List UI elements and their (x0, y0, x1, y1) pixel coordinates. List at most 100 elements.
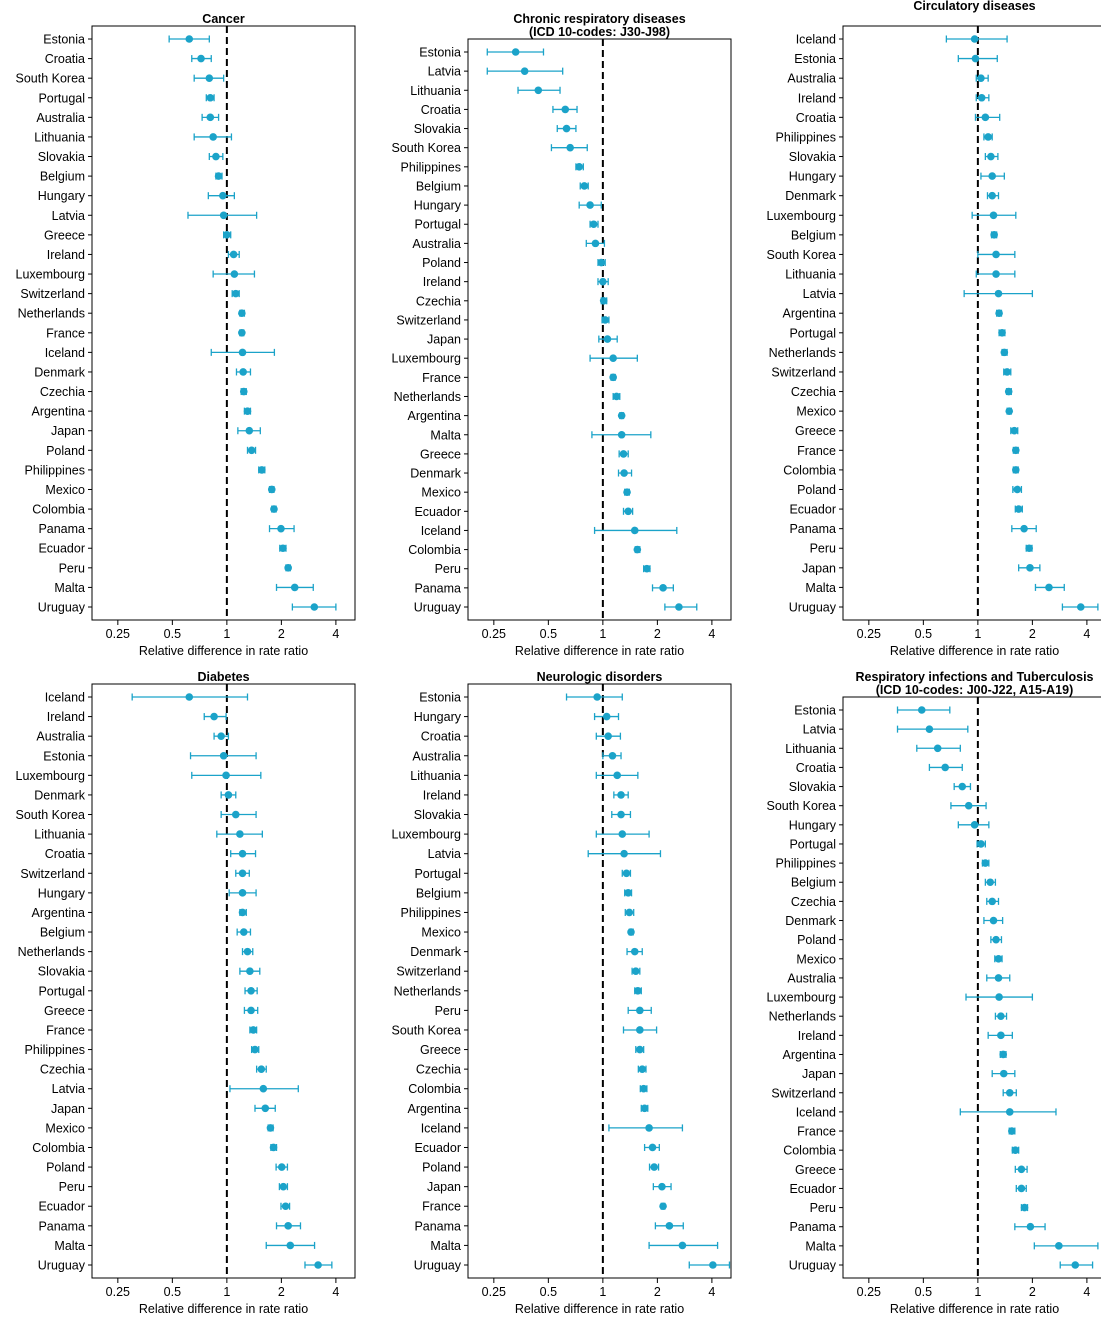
y-tick-label: Lithuania (34, 828, 85, 842)
data-point (230, 270, 239, 278)
data-point (251, 1045, 259, 1054)
y-tick-label: Denmark (410, 945, 461, 959)
data-point (977, 74, 985, 82)
y-tick-label: Czechia (416, 294, 461, 308)
data-point (997, 1031, 1005, 1040)
y-tick-label: Poland (422, 1161, 461, 1175)
data-point (971, 54, 980, 63)
data-point (970, 821, 979, 829)
y-tick-label: Belgium (791, 876, 836, 890)
data-point (259, 1084, 268, 1093)
data-point (941, 763, 949, 772)
y-tick-label: Australia (36, 111, 85, 125)
data-point (1020, 1203, 1029, 1212)
data-point (261, 1104, 270, 1113)
data-point (279, 544, 287, 553)
y-tick-label: Hungary (789, 170, 837, 184)
data-point (1017, 1165, 1026, 1174)
y-tick-label: France (422, 1200, 461, 1214)
data-point (620, 469, 628, 477)
data-point (284, 1222, 292, 1230)
x-tick-label: 0.5 (164, 1285, 181, 1299)
data-point (1005, 407, 1014, 415)
y-tick-label: Portugal (38, 984, 85, 998)
y-tick-label: Croatia (45, 847, 85, 861)
data-point (223, 231, 231, 239)
y-tick-label: Malta (54, 581, 85, 595)
y-tick-label: Portugal (789, 326, 836, 340)
data-point (593, 693, 601, 701)
y-tick-label: South Korea (16, 72, 86, 86)
y-tick-label: Ireland (798, 91, 836, 105)
data-point (981, 859, 990, 867)
y-tick-label: Estonia (794, 704, 836, 718)
data-point (636, 1006, 644, 1015)
data-point (643, 564, 651, 573)
y-tick-label: Slovakia (789, 780, 836, 794)
panel-title: Chronic respiratory diseases (513, 12, 685, 26)
data-point (267, 485, 276, 494)
y-tick-label: Japan (51, 424, 85, 438)
y-tick-label: Portugal (38, 91, 85, 105)
y-tick-label: Ecuador (414, 1141, 461, 1155)
data-point (990, 231, 998, 239)
y-tick-label: Australia (412, 237, 461, 251)
y-tick-label: Czechia (416, 1063, 461, 1077)
data-point (999, 1050, 1007, 1059)
y-tick-label: Estonia (43, 749, 85, 763)
y-tick-label: Poland (797, 933, 836, 947)
y-tick-label: Australia (36, 730, 85, 744)
data-point (205, 74, 214, 82)
y-tick-label: Belgium (416, 886, 461, 900)
y-tick-label: France (46, 1023, 85, 1037)
y-tick-label: Philippines (25, 1043, 85, 1057)
panel-frame (467, 38, 732, 621)
data-point (994, 289, 1003, 298)
y-tick-label: South Korea (392, 1023, 462, 1037)
data-point (239, 928, 248, 936)
data-point (933, 744, 942, 753)
data-point (625, 908, 634, 917)
y-tick-label: Czechia (40, 385, 85, 399)
y-tick-label: South Korea (767, 248, 837, 262)
data-point (231, 810, 240, 819)
y-tick-label: Ireland (798, 1029, 836, 1043)
data-point (238, 889, 247, 897)
data-point (580, 182, 589, 190)
data-point (977, 93, 986, 102)
y-tick-label: Croatia (796, 111, 836, 125)
data-point (185, 35, 194, 43)
y-tick-label: France (797, 1125, 836, 1139)
y-tick-label: Ireland (423, 275, 461, 289)
y-tick-label: Philippines (401, 160, 461, 174)
y-tick-label: Slovakia (789, 150, 836, 164)
data-point (219, 211, 228, 220)
x-tick-label: 0.25 (857, 627, 881, 641)
y-tick-label: Argentina (782, 307, 836, 321)
y-tick-label: Uruguay (38, 1259, 86, 1273)
data-point (997, 1012, 1005, 1021)
data-point (925, 725, 934, 733)
y-tick-label: Uruguay (38, 601, 86, 615)
y-tick-label: Slovakia (38, 150, 85, 164)
y-tick-label: Iceland (796, 33, 836, 47)
y-tick-label: Ecuador (38, 1200, 85, 1214)
data-point (958, 782, 967, 791)
y-tick-label: Belgium (40, 170, 85, 184)
x-tick-label: 0.5 (540, 627, 557, 641)
y-tick-label: Peru (435, 1004, 461, 1018)
data-point (238, 328, 246, 337)
y-tick-label: Japan (802, 1067, 836, 1081)
y-tick-label: Philippines (776, 130, 836, 144)
data-point (258, 466, 266, 474)
x-tick-label: 2 (654, 1285, 661, 1299)
panel-frame (842, 696, 1101, 1279)
x-tick-label: 0.25 (482, 1285, 506, 1299)
data-point (678, 1241, 687, 1250)
y-tick-label: Greece (420, 447, 461, 461)
data-point (981, 113, 990, 122)
y-tick-label: Croatia (421, 103, 461, 117)
data-point (249, 1026, 258, 1034)
y-tick-label: Lithuania (410, 769, 461, 783)
